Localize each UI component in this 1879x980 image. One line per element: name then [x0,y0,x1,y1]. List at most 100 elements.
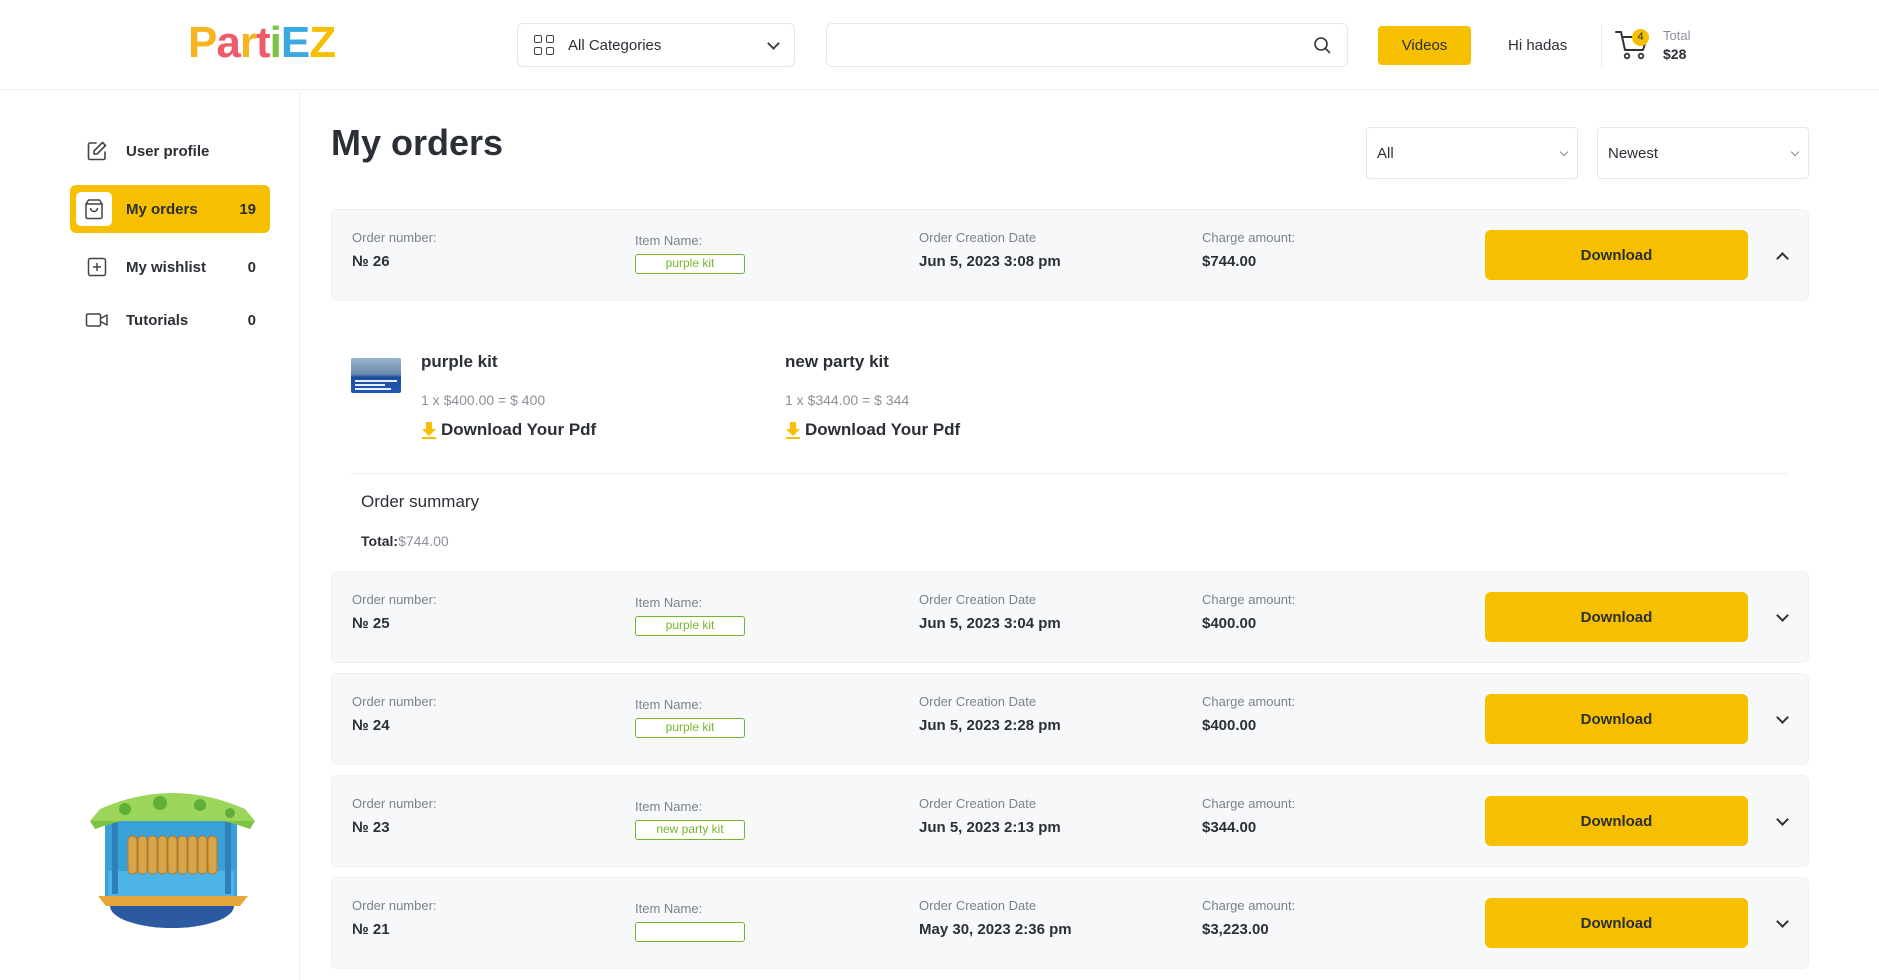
sidebar-item-count: 0 [247,311,256,329]
page-title: My orders [331,122,504,163]
order-number: Order number: № 26 [352,230,437,270]
logo-letter: a [216,18,241,67]
chevron-down-icon [1775,711,1789,724]
status-filter-value: All [1377,144,1394,162]
order-row: Order number: № 23 Item Name: new party … [331,775,1809,867]
order-item-name: Item Name: purple kit [635,595,745,636]
order-row: Order number: № 26 Item Name: purple kit… [331,209,1809,301]
search-box [826,23,1348,67]
sort-select-value: Newest [1608,144,1659,162]
order-row: Order number: № 25 Item Name: purple kit… [331,571,1809,663]
order-creation-date: Order Creation Date Jun 5, 2023 2:28 pm [919,694,1061,734]
sort-select[interactable]: Newest [1597,127,1809,179]
sidebar-item-label: My orders [126,200,198,218]
logo-letter: P [188,18,217,67]
edit-icon [84,138,110,164]
logo[interactable]: PartiEZ [188,18,336,68]
expand-toggle[interactable] [1772,812,1792,832]
logo-letter: t [255,18,271,67]
logo-letter: Z [309,18,336,67]
download-button[interactable]: Download [1485,694,1748,744]
expand-toggle[interactable] [1772,608,1792,628]
detail-item-name: purple kit [421,352,498,371]
order-charge-amount: Charge amount: $400.00 [1202,694,1296,734]
detail-item-name: new party kit [785,352,889,371]
order-creation-date: Order Creation Date May 30, 2023 2:36 pm [919,898,1072,938]
order-number: Order number: № 21 [352,898,437,938]
details-divider [351,473,1788,474]
item-name-tag: purple kit [635,718,745,738]
chevron-down-icon [1775,813,1789,826]
user-greeting[interactable]: Hi hadas [1508,37,1568,54]
header-divider [1601,24,1602,68]
order-charge-amount: Charge amount: $344.00 [1202,796,1296,836]
order-row: Order number: № 24 Item Name: purple kit… [331,673,1809,765]
download-icon [422,422,436,439]
cart-total-value: $28 [1663,46,1687,62]
download-pdf-link[interactable]: Download Your Pdf [421,420,596,440]
logo-letter: E [280,18,310,67]
cart-count-badge: 4 [1632,29,1649,46]
order-creation-date: Order Creation Date Jun 5, 2023 2:13 pm [919,796,1061,836]
search-input[interactable] [827,24,1347,66]
expand-toggle[interactable] [1772,710,1792,730]
product-thumbnail [351,358,401,393]
category-select-label: All Categories [568,36,662,54]
search-icon[interactable] [1313,36,1331,54]
chevron-down-icon [1790,147,1800,156]
order-item-name: Item Name: purple kit [635,233,745,274]
download-button[interactable]: Download [1485,230,1748,280]
sidebar-item-tutorials[interactable]: Tutorials 0 [70,296,270,344]
sidebar-item-label: User profile [126,142,210,160]
sidebar-item-my-wishlist[interactable]: My wishlist 0 [70,243,270,291]
order-charge-amount: Charge amount: $400.00 [1202,592,1296,632]
market-stall-illustration [90,793,255,928]
order-summary-title: Order summary [361,492,480,511]
download-icon [786,422,800,439]
video-camera-icon [84,307,110,333]
order-item-name: Item Name: new party kit [635,799,745,840]
item-name-tag: purple kit [635,254,745,274]
chevron-down-icon [1559,147,1569,156]
order-charge-amount: Charge amount: $3,223.00 [1202,898,1296,938]
order-number: Order number: № 24 [352,694,437,734]
order-number: Order number: № 25 [352,592,437,632]
item-name-tag: purple kit [635,616,745,636]
grid-icon [534,35,554,55]
logo-letter: i [269,18,282,67]
order-creation-date: Order Creation Date Jun 5, 2023 3:08 pm [919,230,1061,270]
order-row: Order number: № 21 Item Name: Order Crea… [331,877,1809,969]
order-creation-date: Order Creation Date Jun 5, 2023 3:04 pm [919,592,1061,632]
sidebar-item-user-profile[interactable]: User profile [70,127,270,175]
shopping-bag-icon [76,192,112,226]
plus-square-icon [84,254,110,280]
order-number: Order number: № 23 [352,796,437,836]
order-summary-total: Total:$744.00 [361,533,449,549]
logo-letter: r [239,18,257,67]
download-button[interactable]: Download [1485,592,1748,642]
category-select[interactable]: All Categories [517,23,795,67]
sidebar: User profile My orders 19 My wishlist 0 … [0,91,300,980]
sidebar-item-count: 19 [239,200,256,218]
chevron-down-icon [1775,609,1789,622]
order-detail-item: purple kit 1 x $400.00 = $ 400 Download … [421,352,596,440]
status-filter-select[interactable]: All [1366,127,1578,179]
chevron-up-icon [1775,252,1789,265]
order-detail-item: new party kit 1 x $344.00 = $ 344 Downlo… [785,352,960,440]
detail-item-calc: 1 x $344.00 = $ 344 [785,392,910,408]
order-item-name: Item Name: [635,901,745,942]
videos-button[interactable]: Videos [1378,26,1471,65]
expand-toggle[interactable] [1772,914,1792,934]
sidebar-item-label: Tutorials [126,311,189,329]
download-button[interactable]: Download [1485,796,1748,846]
item-name-tag [635,922,745,942]
cart-total-label: Total [1663,28,1691,43]
chevron-down-icon [767,36,780,50]
collapse-toggle[interactable] [1772,246,1792,266]
sidebar-item-count: 0 [247,258,256,276]
item-name-tag: new party kit [635,820,745,840]
sidebar-item-label: My wishlist [126,258,207,276]
download-pdf-link[interactable]: Download Your Pdf [785,420,960,440]
download-button[interactable]: Download [1485,898,1748,948]
sidebar-item-my-orders[interactable]: My orders 19 [70,185,270,233]
